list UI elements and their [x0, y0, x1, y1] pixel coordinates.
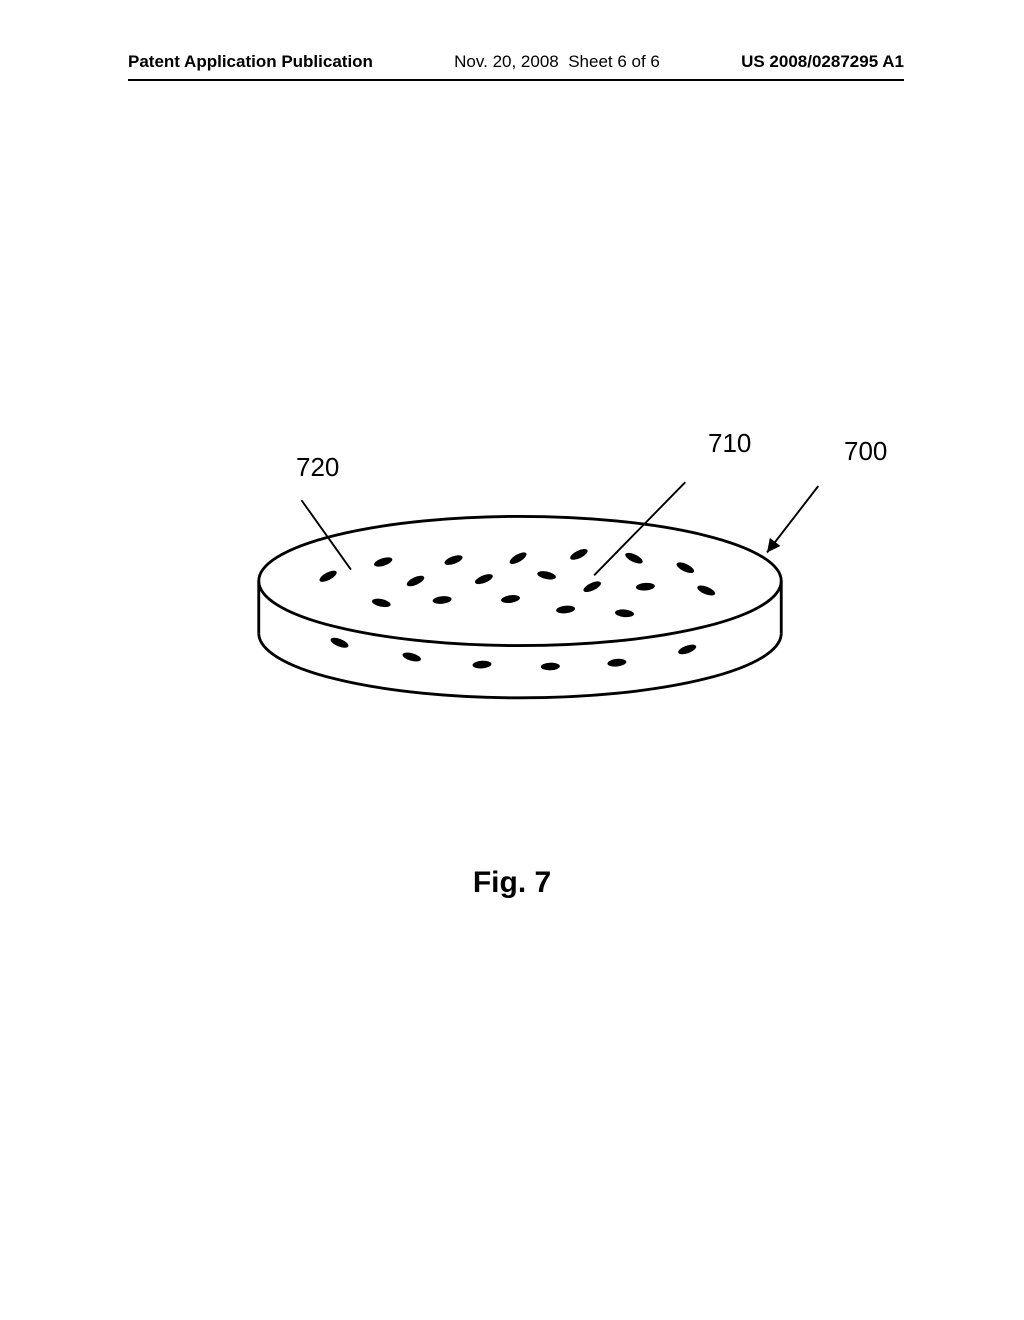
publication-date-sheet: Nov. 20, 2008 Sheet 6 of 6: [454, 52, 660, 72]
page-header: Patent Application Publication Nov. 20, …: [0, 52, 1024, 72]
ref-label-710: 710: [708, 428, 751, 459]
sheet-number: Sheet 6 of 6: [568, 52, 660, 71]
figure-caption: Fig. 7: [0, 866, 1024, 900]
ref-label-720: 720: [296, 452, 339, 483]
publication-date: Nov. 20, 2008: [454, 52, 559, 71]
ref-label-700: 700: [844, 436, 887, 467]
publication-number: US 2008/0287295 A1: [741, 52, 904, 72]
figure-7-drawing: [140, 400, 900, 800]
publication-type: Patent Application Publication: [128, 52, 373, 72]
header-rule: [128, 79, 904, 81]
